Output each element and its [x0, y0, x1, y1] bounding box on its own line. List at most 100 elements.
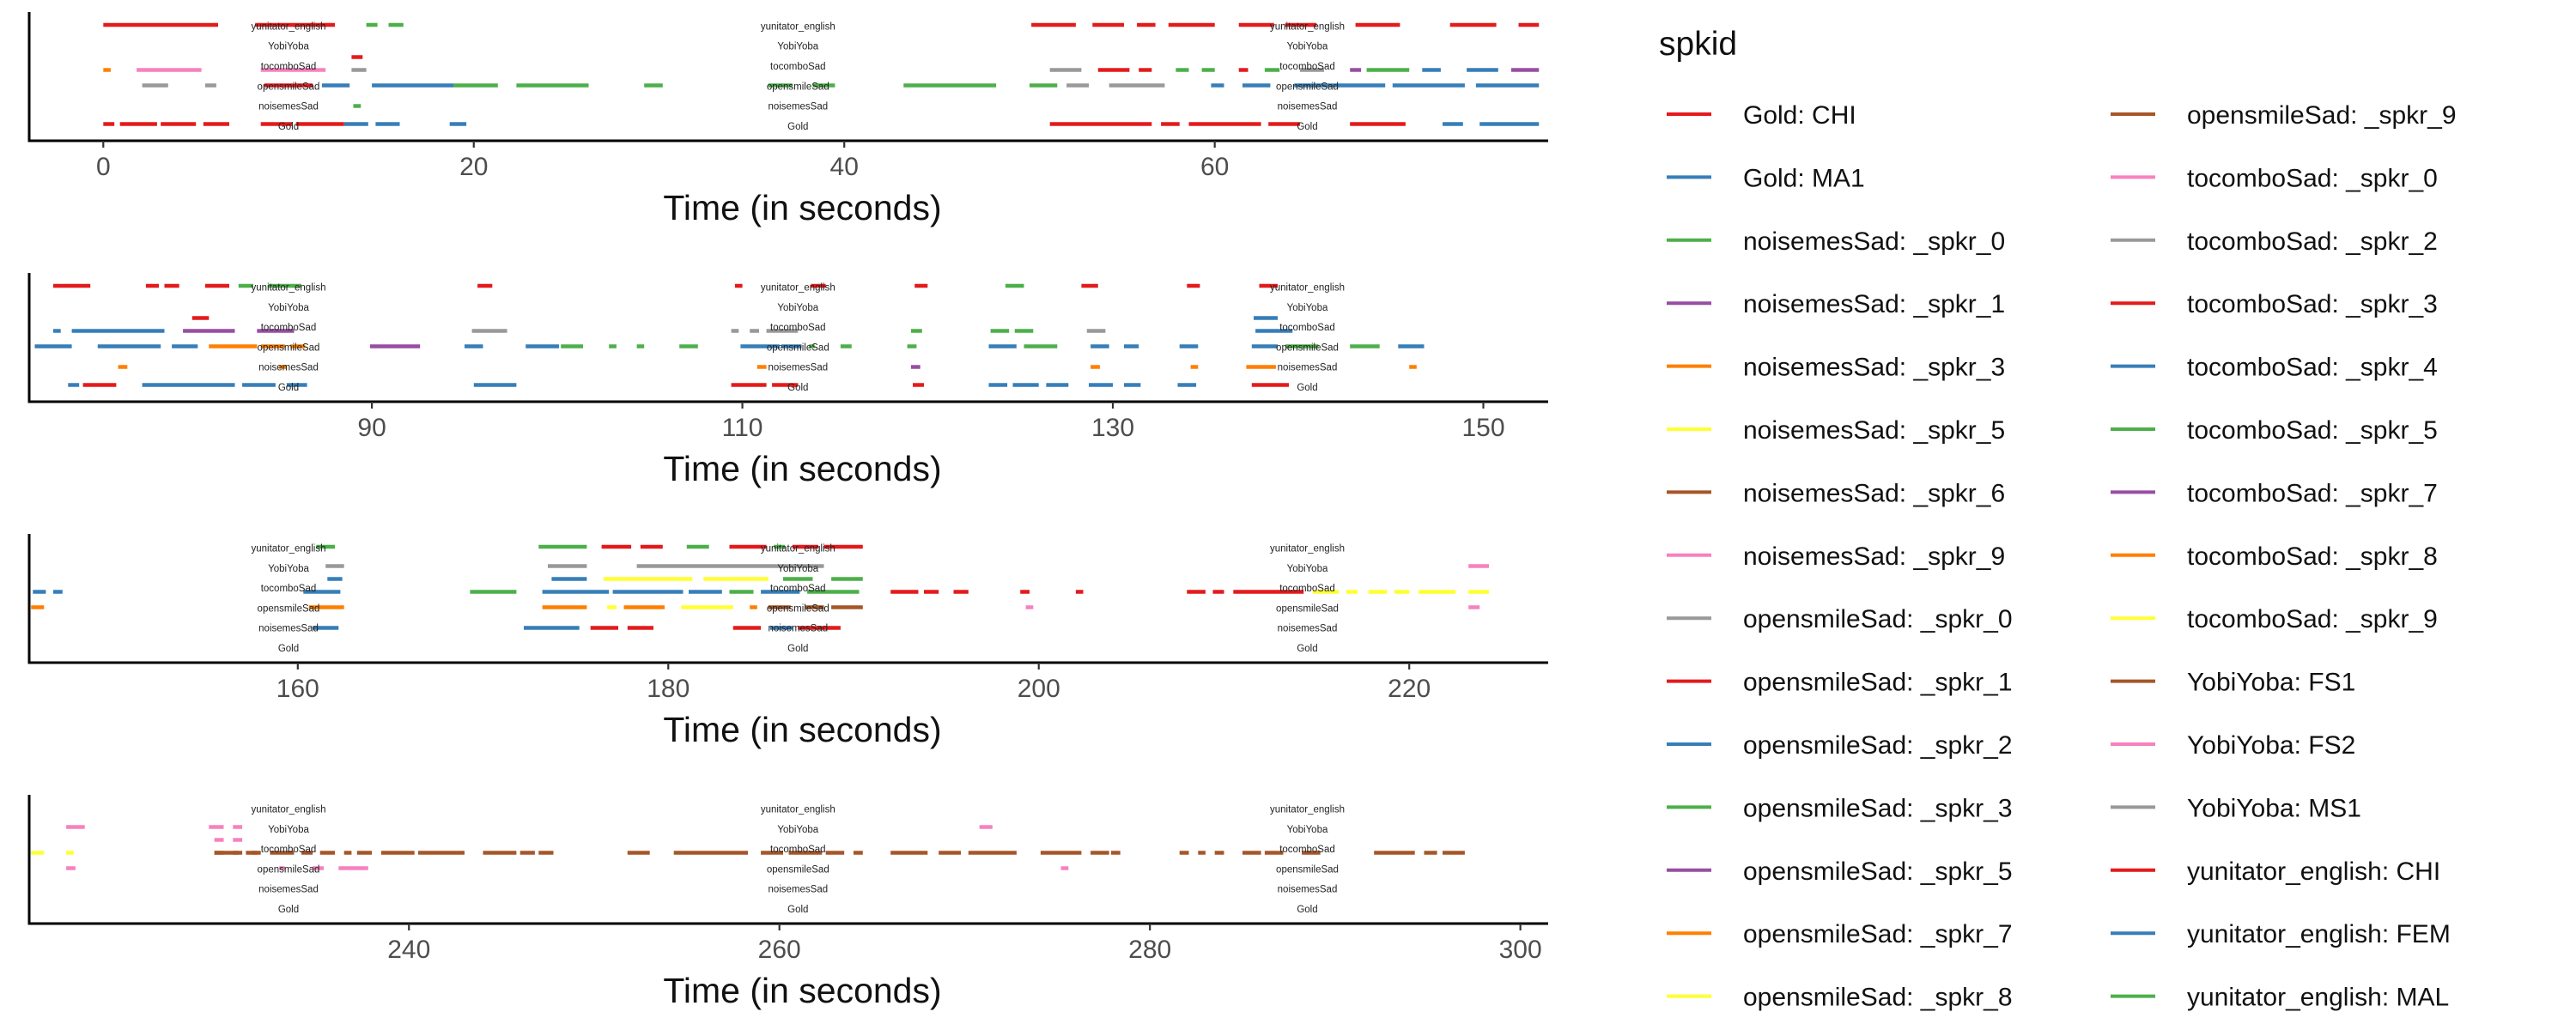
row-label-4-2-4: opensmileSad	[767, 864, 829, 875]
legend-label: tocomboSad: _spkr_7	[2187, 479, 2438, 507]
x-tick-label: 60	[1200, 153, 1229, 181]
legend-label: tocomboSad: _spkr_8	[2187, 542, 2438, 571]
legend-item: opensmileSad: _spkr_1	[1667, 669, 2013, 697]
row-label-3-1-5: noisemesSad	[258, 624, 319, 634]
row-label-1-1-5: noisemesSad	[258, 102, 319, 112]
row-label-2-1-1: yunitator_english	[252, 283, 326, 294]
panel-3: yunitator_english YobiYoba tocomboSad opens…	[27, 534, 1548, 749]
row-label-1-3-5: noisemesSad	[1278, 102, 1338, 112]
legend-label: YobiYoba: MS1	[2187, 794, 2361, 822]
legend-label: tocomboSad: _spkr_4	[2187, 354, 2438, 382]
row-label-4-1-5: noisemesSad	[258, 885, 319, 895]
legend-label: opensmileSad: _spkr_5	[1743, 857, 2013, 886]
legend-item: tocomboSad: _spkr_9	[2111, 605, 2438, 633]
legend-item: tocomboSad: _spkr_0	[2111, 164, 2438, 192]
legend-item: opensmileSad: _spkr_2	[1667, 731, 2013, 760]
row-label-2-2-5: noisemesSad	[768, 363, 828, 373]
row-label-2-3-2: YobiYoba	[1287, 303, 1328, 313]
x-tick-label: 40	[830, 153, 859, 181]
x-tick-label: 220	[1388, 675, 1431, 703]
row-label-4-3-6: Gold	[1297, 905, 1317, 915]
x-axis-title: Time (in seconds)	[663, 449, 941, 488]
row-label-2-3-3: tocomboSad	[1279, 323, 1335, 333]
x-axis-title: Time (in seconds)	[663, 710, 941, 749]
x-tick-label: 20	[459, 153, 488, 181]
row-label-3-2-1: yunitator_english	[761, 544, 835, 554]
legend-item: opensmileSad: _spkr_0	[1667, 605, 2013, 633]
legend-item: noisemesSad: _spkr_6	[1667, 479, 2005, 507]
row-label-4-1-3: tocomboSad	[261, 845, 317, 855]
row-label-1-2-1: yunitator_english	[761, 22, 835, 33]
row-label-3-3-2: YobiYoba	[1287, 564, 1328, 574]
row-label-1-2-3: tocomboSad	[770, 62, 826, 72]
row-label-4-1-6: Gold	[278, 905, 299, 915]
legend-label: noisemesSad: _spkr_6	[1743, 479, 2005, 507]
row-label-4-1-2: YobiYoba	[268, 825, 309, 835]
legend-item: YobiYoba: MS1	[2111, 794, 2361, 822]
legend-label: tocomboSad: _spkr_9	[2187, 605, 2438, 633]
x-tick-label: 150	[1461, 414, 1504, 442]
legend-item: opensmileSad: _spkr_8	[1667, 984, 2013, 1012]
row-label-3-1-3: tocomboSad	[261, 584, 317, 594]
panel-2: yunitator_english YobiYoba tocomboSad opens…	[27, 273, 1548, 488]
row-label-4-1-1: yunitator_english	[252, 805, 326, 815]
legend-item: YobiYoba: FS1	[2111, 669, 2355, 697]
row-label-1-2-5: noisemesSad	[768, 102, 828, 112]
row-label-4-3-5: noisemesSad	[1278, 885, 1338, 895]
legend-item: tocomboSad: _spkr_2	[2111, 227, 2438, 256]
legend-item: noisemesSad: _spkr_9	[1667, 542, 2005, 571]
legend-item: noisemesSad: _spkr_0	[1667, 227, 2005, 256]
row-label-1-3-6: Gold	[1297, 122, 1317, 132]
row-label-3-3-3: tocomboSad	[1279, 584, 1335, 594]
legend-item: opensmileSad: _spkr_5	[1667, 857, 2013, 886]
row-label-4-2-1: yunitator_english	[761, 805, 835, 815]
row-label-2-1-5: noisemesSad	[258, 363, 319, 373]
row-label-4-3-4: opensmileSad	[1276, 864, 1339, 875]
legend-label: opensmileSad: _spkr_8	[1743, 984, 2013, 1012]
legend-label: opensmileSad: _spkr_3	[1743, 794, 2013, 822]
row-label-1-3-2: YobiYoba	[1287, 42, 1328, 52]
row-label-2-1-4: opensmileSad	[258, 342, 320, 353]
x-tick-label: 280	[1128, 936, 1171, 964]
legend-label: noisemesSad: _spkr_3	[1743, 354, 2005, 382]
row-label-2-2-3: tocomboSad	[770, 323, 826, 333]
row-label-2-3-5: noisemesSad	[1278, 363, 1338, 373]
legend-label: yunitator_english: FEM	[2187, 920, 2451, 948]
x-tick-label: 160	[276, 675, 319, 703]
row-label-4-3-2: YobiYoba	[1287, 825, 1328, 835]
row-label-2-3-4: opensmileSad	[1276, 342, 1339, 353]
row-label-3-3-4: opensmileSad	[1276, 603, 1339, 614]
row-label-3-3-5: noisemesSad	[1278, 624, 1338, 634]
legend-label: yunitator_english: MAL	[2187, 984, 2449, 1012]
row-label-2-1-2: YobiYoba	[268, 303, 309, 313]
row-label-3-3-6: Gold	[1297, 644, 1317, 654]
legend-label: YobiYoba: FS2	[2187, 731, 2355, 760]
x-tick-label: 300	[1499, 936, 1542, 964]
row-label-3-1-4: opensmileSad	[258, 603, 320, 614]
legend-item: yunitator_english: FEM	[2111, 920, 2451, 948]
x-axis-title: Time (in seconds)	[663, 971, 941, 1010]
legend-label: tocomboSad: _spkr_2	[2187, 227, 2438, 256]
legend-label: opensmileSad: _spkr_0	[1743, 605, 2013, 633]
row-label-2-2-4: opensmileSad	[767, 342, 829, 353]
row-label-3-1-6: Gold	[278, 644, 299, 654]
row-label-1-1-3: tocomboSad	[261, 62, 317, 72]
legend-item: yunitator_english: CHI	[2111, 857, 2440, 886]
row-label-2-2-2: YobiYoba	[777, 303, 818, 313]
row-label-1-1-4: opensmileSad	[258, 82, 320, 92]
legend-item: Gold: CHI	[1667, 101, 1856, 130]
x-tick-label: 180	[647, 675, 690, 703]
legend-item: noisemesSad: _spkr_1	[1667, 290, 2005, 318]
x-tick-label: 200	[1018, 675, 1060, 703]
row-label-2-2-6: Gold	[787, 383, 808, 393]
legend-label: opensmileSad: _spkr_7	[1743, 920, 2013, 948]
legend-label: yunitator_english: CHI	[2187, 857, 2440, 886]
legend-item: yunitator_english: MAL	[2111, 984, 2449, 1012]
legend-item: Gold: MA1	[1667, 164, 1865, 192]
row-label-1-3-1: yunitator_english	[1270, 22, 1345, 33]
row-label-2-2-1: yunitator_english	[761, 283, 835, 294]
x-tick-label: 90	[357, 414, 386, 442]
row-label-1-2-4: opensmileSad	[767, 82, 829, 92]
panel-1: yunitator_english YobiYoba tocomboSad opens…	[27, 12, 1548, 227]
